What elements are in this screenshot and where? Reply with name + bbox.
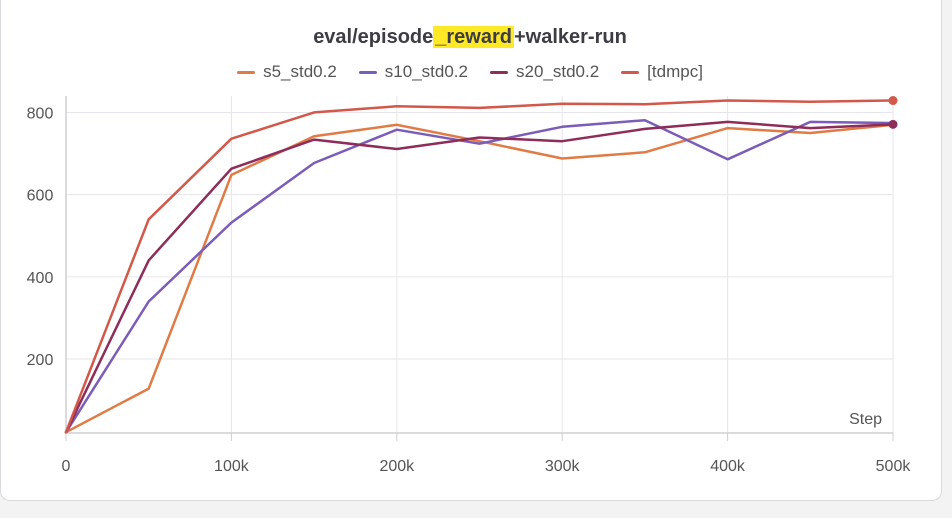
legend-item-s10[interactable]: s10_std0.2	[358, 62, 468, 82]
series-layer	[64, 96, 898, 434]
title-suffix: +walker-run	[513, 26, 627, 48]
series-line-0[interactable]	[64, 123, 895, 434]
y-tick-label: 400	[27, 270, 54, 287]
legend-label-s5: s5_std0.2	[263, 62, 337, 81]
series-line-1[interactable]	[64, 118, 895, 434]
x-tick-label: 500k	[876, 458, 912, 475]
chart-title: eval/episode _reward +walker-run	[0, 26, 940, 49]
series-line-3[interactable]	[64, 99, 895, 434]
title-highlight: _reward	[433, 26, 514, 48]
line-chart: 200 400 600 800 0 100k 200k 300k 400k 500k Step	[27, 96, 912, 475]
x-tick-label: 200k	[379, 458, 415, 475]
legend-swatch-s20	[489, 70, 508, 74]
legend-swatch-s5	[237, 70, 256, 74]
legend-swatch-s10	[358, 70, 377, 74]
x-axis-label: Step	[849, 411, 882, 428]
y-tick-label: 600	[27, 188, 54, 205]
x-tick-label: 400k	[710, 458, 746, 475]
grid-layer	[65, 96, 894, 433]
y-tick-label: 800	[27, 105, 54, 122]
legend-swatch-tdmpc	[621, 70, 640, 74]
legend-label-s20: s20_std0.2	[515, 62, 600, 81]
legend-label-tdmpc: [tdmpc]	[647, 62, 703, 81]
series-end-point-2[interactable]	[888, 119, 898, 129]
chart-legend: s5_std0.2 s10_std0.2 s20_std0.2 [tdmpc]	[0, 62, 940, 82]
legend-item-s5[interactable]: s5_std0.2	[237, 62, 337, 82]
legend-label-s10: s10_std0.2	[384, 62, 468, 81]
legend-item-tdmpc[interactable]: [tdmpc]	[621, 62, 703, 82]
title-prefix: eval/episode	[313, 26, 434, 48]
series-line-2[interactable]	[64, 120, 895, 434]
series-end-point-3[interactable]	[888, 96, 898, 106]
x-tick-label: 100k	[214, 458, 250, 475]
legend-item-s20[interactable]: s20_std0.2	[489, 62, 600, 82]
y-tick-label: 200	[27, 352, 54, 369]
x-tick-label: 300k	[545, 458, 581, 475]
axis-layer: 200 400 600 800 0 100k 200k 300k 400k 500k	[27, 96, 912, 475]
x-tick-label: 0	[62, 458, 71, 475]
